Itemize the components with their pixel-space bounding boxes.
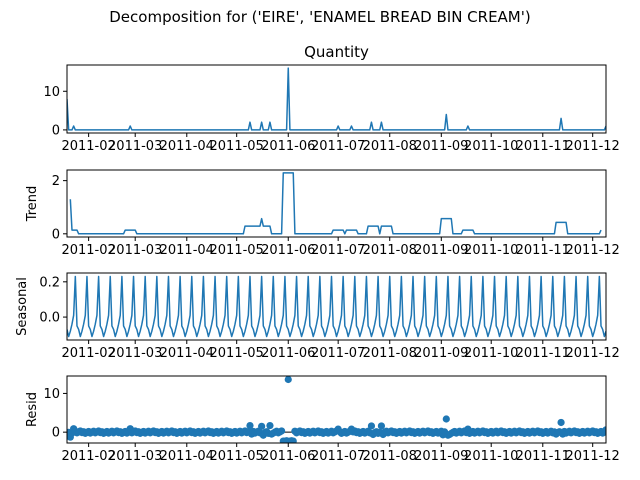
resid-point [442, 415, 450, 423]
x-tick-label: 2011-10 [464, 346, 518, 361]
panel-trend: Trend022011-022011-032011-042011-052011-… [25, 169, 620, 258]
x-tick-label: 2011-11 [516, 346, 570, 361]
x-tick-label: 2011-06 [261, 243, 315, 258]
x-tick-label: 2011-10 [464, 243, 518, 258]
x-tick-label: 2011-07 [311, 346, 365, 361]
resid-point [367, 422, 376, 430]
resid-point [284, 376, 292, 384]
y-tick-label: 2 [52, 174, 60, 189]
series-line [67, 67, 606, 131]
x-tick-label: 2011-08 [363, 139, 417, 154]
resid-point [266, 421, 274, 430]
x-tick-label: 2011-03 [108, 243, 162, 258]
y-tick-label: 0 [52, 123, 60, 138]
x-tick-label: 2011-10 [464, 449, 518, 464]
y-axis-label: Resid [25, 392, 40, 427]
x-tick-label: 2011-04 [160, 346, 214, 361]
x-tick-label: 2011-08 [363, 346, 417, 361]
y-tick-label: 0.2 [39, 275, 60, 290]
resid-point [377, 422, 386, 430]
x-tick-label: 2011-11 [516, 449, 570, 464]
x-tick-label: 2011-12 [566, 139, 620, 154]
y-tick-label: 10 [43, 387, 60, 402]
panel-quantity: Quantity0102011-022011-032011-042011-052… [43, 43, 619, 154]
x-tick-label: 2011-06 [261, 449, 315, 464]
x-tick-label: 2011-06 [261, 139, 315, 154]
axes-frame [66, 169, 607, 238]
resid-point [246, 421, 254, 430]
data-layer [67, 275, 606, 338]
y-tick-label: 10 [43, 85, 60, 100]
resid-point [289, 437, 297, 443]
x-tick-label: 2011-04 [160, 139, 214, 154]
axes-frame [66, 64, 607, 134]
figure-suptitle: Decomposition for ('EIRE', 'ENAMEL BREAD… [109, 8, 530, 26]
x-tick-label: 2011-02 [61, 449, 115, 464]
y-axis-label: Trend [25, 186, 40, 223]
y-axis-label: Seasonal [15, 277, 30, 336]
x-tick-label: 2011-11 [516, 243, 570, 258]
x-tick-label: 2011-12 [566, 243, 620, 258]
x-tick-label: 2011-05 [210, 449, 264, 464]
panel-resid: Resid0102011-022011-032011-042011-052011… [25, 375, 620, 464]
y-tick-label: 0 [52, 426, 60, 441]
x-tick-label: 2011-02 [61, 139, 115, 154]
data-layer [67, 67, 606, 131]
x-tick-label: 2011-06 [261, 346, 315, 361]
resid-point [278, 427, 286, 435]
resid-point [602, 426, 606, 434]
x-tick-label: 2011-11 [516, 139, 570, 154]
x-tick-label: 2011-07 [311, 139, 365, 154]
series-line [69, 172, 602, 235]
x-tick-label: 2011-02 [61, 346, 115, 361]
x-tick-label: 2011-03 [108, 346, 162, 361]
x-tick-label: 2011-09 [414, 243, 468, 258]
x-tick-label: 2011-05 [210, 139, 264, 154]
panel-title: Quantity [304, 43, 369, 61]
x-tick-label: 2011-03 [108, 449, 162, 464]
x-tick-label: 2011-08 [363, 449, 417, 464]
x-tick-label: 2011-07 [311, 449, 365, 464]
seasonal-line [67, 275, 606, 338]
x-tick-label: 2011-09 [414, 449, 468, 464]
y-tick-label: 0 [52, 227, 60, 242]
x-tick-label: 2011-04 [160, 243, 214, 258]
x-tick-label: 2011-12 [566, 449, 620, 464]
x-tick-label: 2011-03 [108, 139, 162, 154]
x-tick-label: 2011-02 [61, 243, 115, 258]
x-tick-label: 2011-08 [363, 243, 417, 258]
x-tick-label: 2011-09 [414, 346, 468, 361]
data-layer [69, 172, 602, 235]
x-tick-label: 2011-10 [464, 139, 518, 154]
x-tick-label: 2011-05 [210, 243, 264, 258]
panel-seasonal: Seasonal 0.00.22011-022011-032011-042011-… [15, 272, 620, 361]
resid-point [258, 422, 266, 430]
x-tick-label: 2011-04 [160, 449, 214, 464]
resid-point [557, 418, 565, 427]
y-tick-label: 0.0 [39, 311, 60, 326]
x-tick-label: 2011-07 [311, 243, 365, 258]
data-layer [67, 376, 606, 443]
axes-frame [66, 272, 607, 341]
x-tick-label: 2011-09 [414, 139, 468, 154]
x-tick-label: 2011-12 [566, 346, 620, 361]
axes-frame [66, 375, 607, 444]
x-tick-label: 2011-05 [210, 346, 264, 361]
